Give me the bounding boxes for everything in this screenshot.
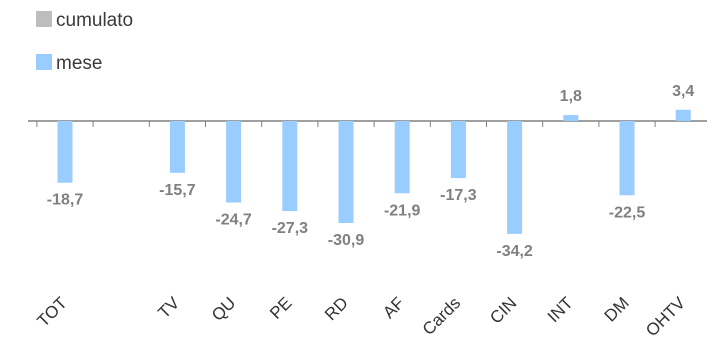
legend-label-cumulato: cumulato [56, 10, 133, 31]
bar-mese-dm [619, 121, 635, 196]
x-tick-label-cin: CIN [486, 293, 520, 327]
legend-swatch-cumulato [36, 11, 52, 27]
bar-mese-rd [338, 121, 354, 223]
x-tick-label-ohtv: OHTV [642, 293, 689, 340]
x-tick-label-qu: QU [208, 293, 239, 324]
bar-mese-ohtv [675, 109, 691, 121]
legend: cumulato mese [36, 10, 133, 74]
x-tick-label-cards: Cards [419, 293, 465, 339]
bar-mese-tot [57, 121, 73, 183]
bar-mese-int [563, 115, 579, 121]
bar-mese-pe [282, 121, 298, 212]
data-label-dm: -22,5 [609, 204, 646, 221]
plot-area: -18,7 TOT -15,7 TV -24,7 QU -27,3 PE -30,9 RD -21,… [28, 83, 707, 340]
x-tick-label-af: AF [379, 293, 408, 322]
legend-swatch-mese [36, 54, 52, 70]
data-label-tv: -15,7 [159, 182, 196, 199]
x-tick-label-tot: TOT [34, 293, 71, 330]
data-label-tot: -18,7 [47, 192, 84, 209]
x-tick-label-rd: RD [321, 293, 352, 324]
data-label-ohtv: 3,4 [672, 83, 694, 100]
x-tick-label-pe: PE [266, 293, 295, 322]
bar-mese-tv [169, 121, 185, 173]
data-label-qu: -24,7 [215, 212, 252, 229]
data-label-int: 1,8 [560, 88, 582, 105]
data-label-cin: -34,2 [496, 243, 533, 260]
bar-mese-cin [507, 121, 523, 234]
data-label-pe: -27,3 [272, 220, 309, 237]
x-tick-label-int: INT [544, 293, 577, 326]
data-label-af: -21,9 [384, 202, 421, 219]
x-tick-label-tv: TV [154, 293, 183, 322]
bar-mese-af [394, 121, 410, 194]
data-label-rd: -30,9 [328, 232, 365, 249]
data-label-cards: -17,3 [440, 187, 477, 204]
legend-label-mese: mese [56, 53, 102, 74]
x-tick-label-dm: DM [601, 293, 633, 325]
bar-mese-cards [450, 121, 466, 179]
bar-mese-qu [226, 121, 242, 203]
